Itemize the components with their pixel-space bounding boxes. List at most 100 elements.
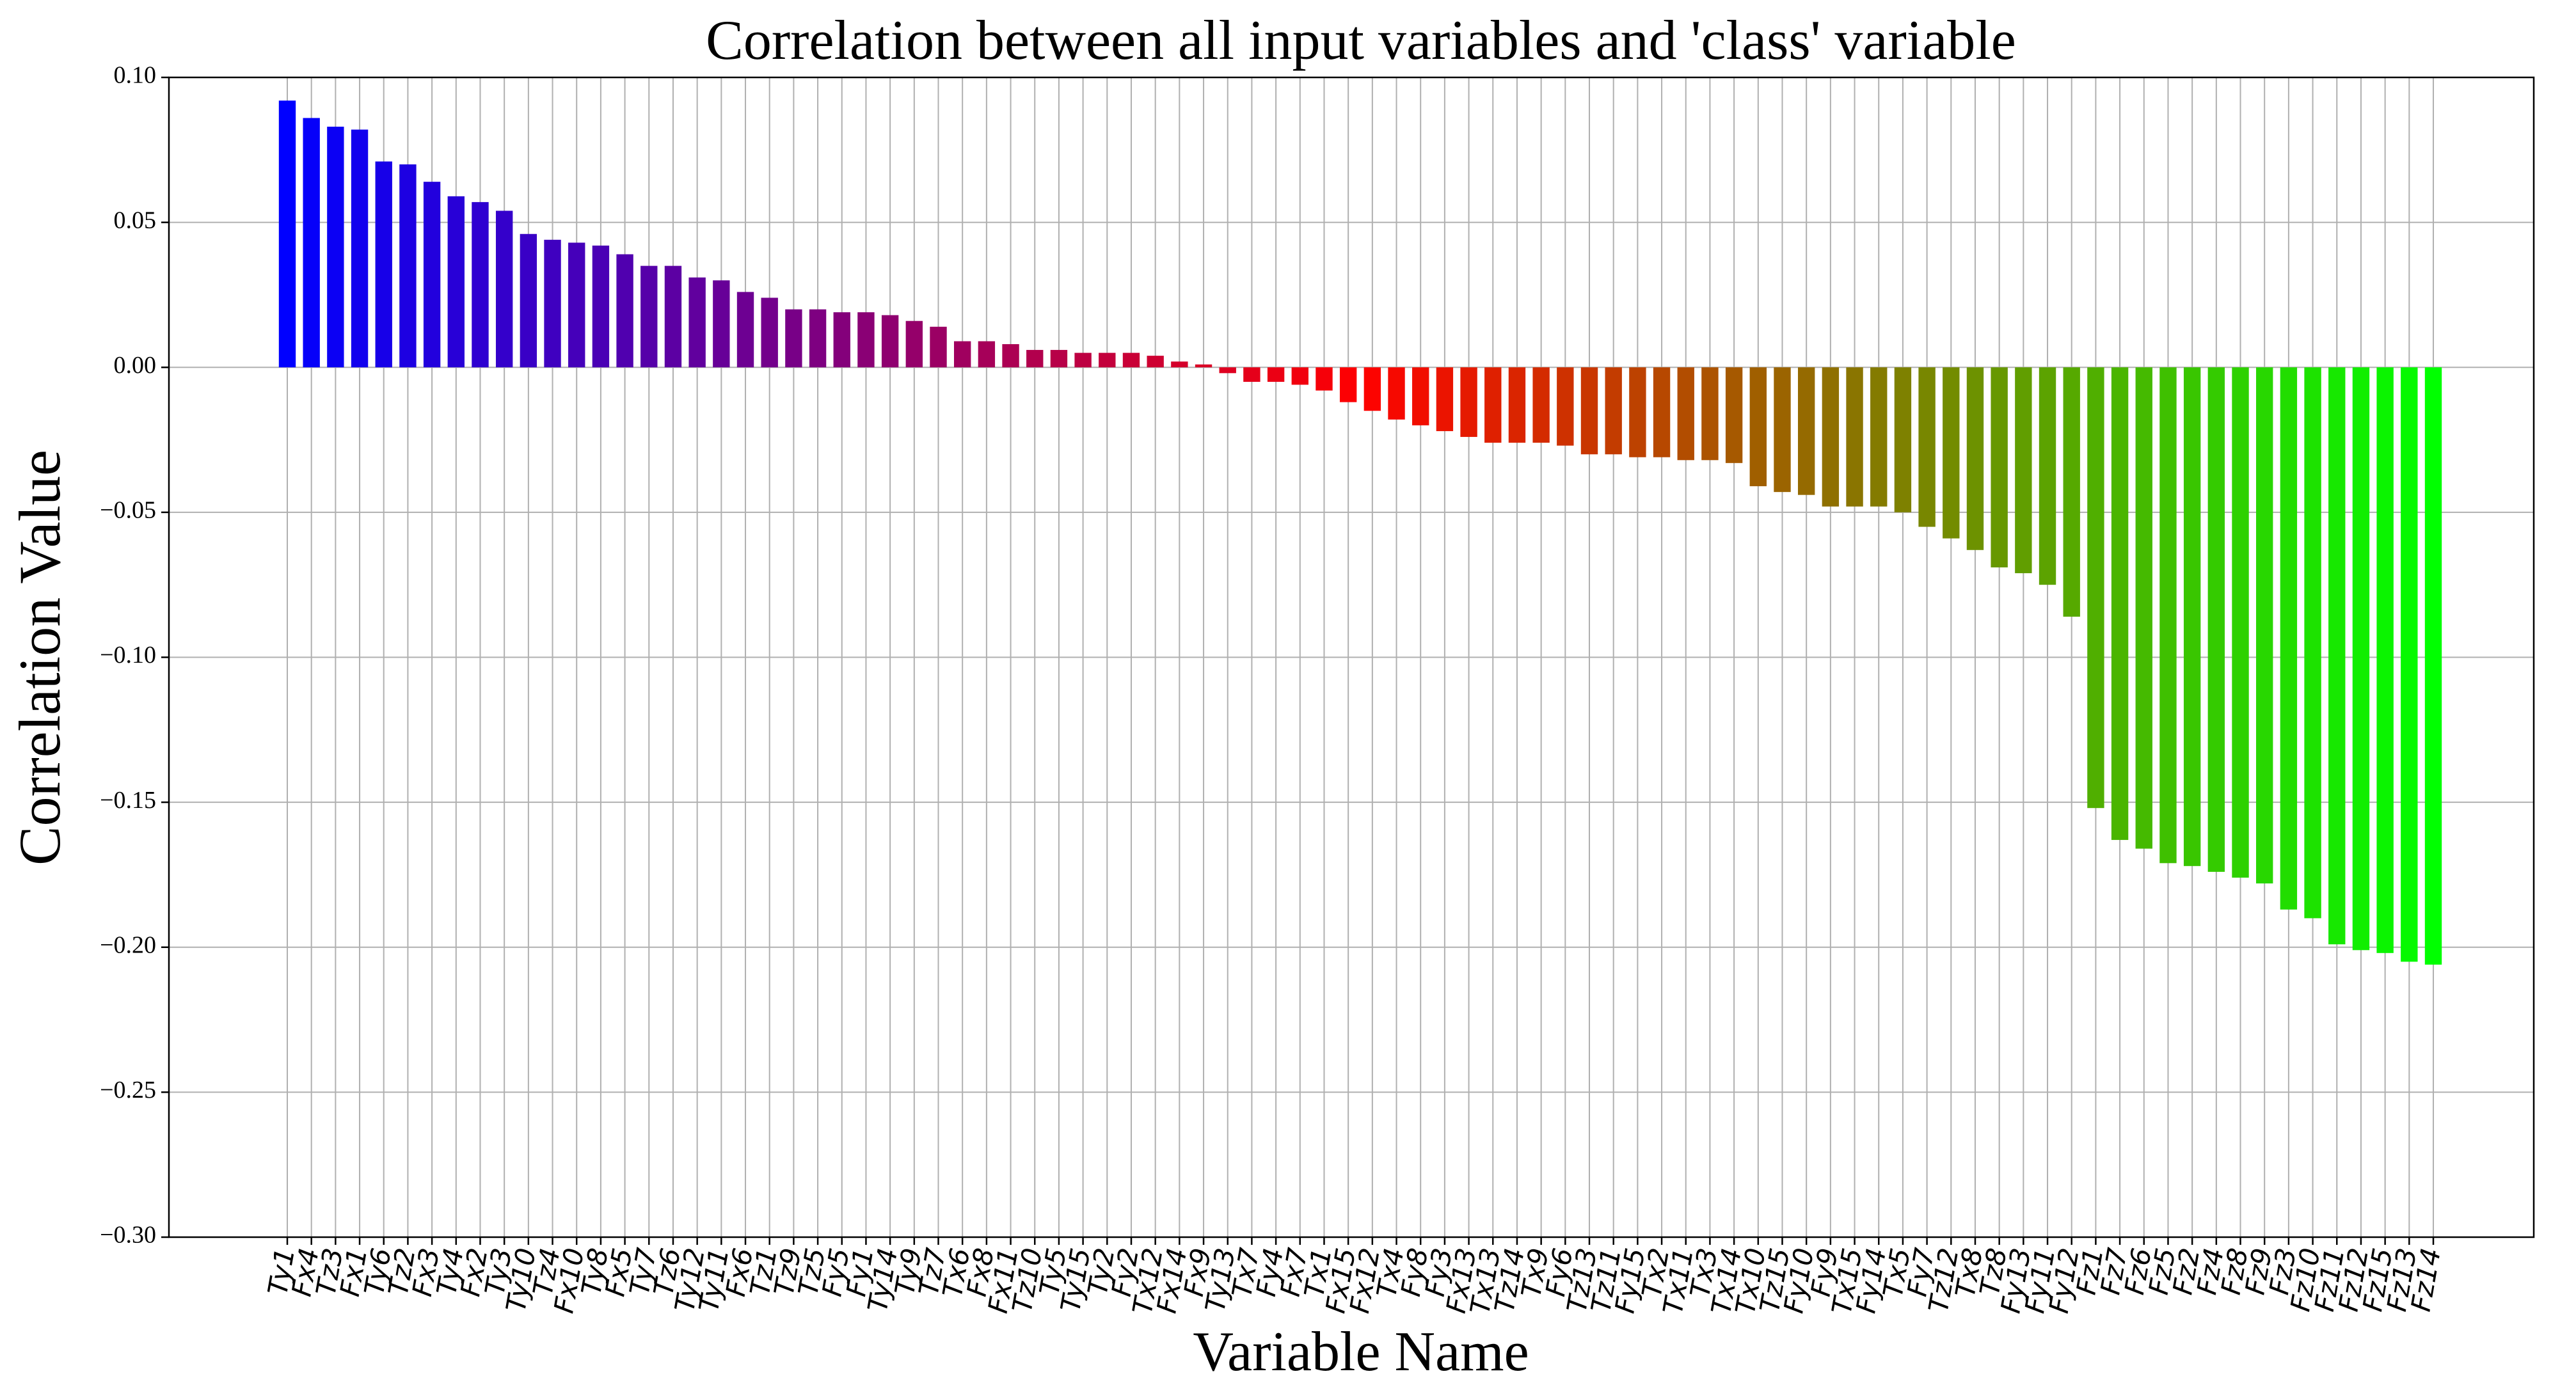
bar [1002, 344, 1019, 368]
bar [1243, 367, 1260, 382]
bar [1774, 367, 1791, 493]
bar [1701, 367, 1719, 461]
labels: 0.10 0.05 0.00 −0.05 −0.10 −0.15 −0.20 −0.25 −0.… [100, 62, 2447, 1316]
bar [1557, 367, 1574, 446]
y-tick-label: 0.05 [114, 207, 157, 233]
bar [520, 233, 537, 368]
bar [1339, 367, 1357, 402]
bar [2063, 367, 2080, 617]
bar [930, 326, 947, 368]
bar [1122, 352, 1140, 368]
bar [544, 239, 561, 368]
bar [736, 292, 754, 368]
bar [785, 309, 802, 368]
y-axis-label: Correlation Value [7, 450, 72, 865]
bar [1484, 367, 1502, 443]
bar [278, 100, 296, 368]
bar [1267, 367, 1285, 382]
bar [1605, 367, 1622, 455]
bar [954, 341, 971, 368]
bar [833, 312, 850, 368]
bar [2376, 367, 2394, 953]
bar [1436, 367, 1454, 431]
bar [1508, 367, 1526, 443]
bar [1677, 367, 1694, 461]
bar [592, 245, 610, 368]
bar [1147, 356, 1164, 368]
bar [857, 312, 875, 368]
bar [2232, 367, 2249, 878]
x-axis-label: Variable Name [1193, 1321, 1529, 1383]
y-tick-label: −0.15 [100, 787, 156, 814]
bar [2328, 367, 2346, 945]
bar [2183, 367, 2201, 866]
bar [472, 202, 489, 368]
bar [905, 320, 923, 368]
bar [2401, 367, 2418, 962]
bar [568, 242, 585, 368]
bar [1894, 367, 1912, 512]
bar [664, 265, 682, 368]
bar [1412, 367, 1429, 425]
bar [1797, 367, 1815, 495]
chart-title: Correlation between all input variables … [706, 10, 2016, 72]
bar [2159, 367, 2177, 864]
bar [2087, 367, 2104, 809]
bar [1943, 367, 1960, 539]
bar [1532, 367, 1550, 443]
bar [881, 315, 899, 368]
bar [2424, 367, 2442, 965]
bar [1099, 352, 1116, 368]
bar [447, 196, 465, 368]
bar [1195, 364, 1212, 368]
bar [2039, 367, 2056, 585]
bar [1918, 367, 1936, 527]
y-tick-label: −0.30 [100, 1222, 156, 1249]
bars [278, 100, 2442, 965]
bar [2280, 367, 2298, 910]
bar [1026, 350, 1044, 368]
bar [1725, 367, 1743, 463]
bar [495, 210, 513, 368]
bar [1629, 367, 1646, 457]
bar [1291, 367, 1308, 385]
bar [713, 280, 730, 368]
bar [2352, 367, 2370, 951]
y-tick-label: −0.10 [100, 642, 156, 668]
bar [1171, 361, 1188, 368]
bar [2135, 367, 2152, 849]
y-tick-label: −0.20 [100, 931, 156, 958]
bar [1316, 367, 1333, 391]
y-tick-label: −0.25 [100, 1077, 156, 1103]
y-tick-label: −0.05 [100, 497, 156, 524]
bar [1991, 367, 2008, 567]
bar [1966, 367, 1984, 550]
bar [761, 297, 778, 368]
bar [1050, 350, 1068, 368]
bar [1364, 367, 1381, 411]
y-tick-label: 0.10 [114, 62, 157, 89]
bar [2015, 367, 2032, 574]
bar [1388, 367, 1405, 420]
bar [423, 182, 441, 368]
bar [2207, 367, 2225, 872]
bar [1074, 352, 1092, 368]
bar [303, 118, 320, 368]
bar [978, 341, 996, 368]
bar [688, 277, 706, 368]
bar [2111, 367, 2129, 841]
bar [1749, 367, 1767, 487]
bar [1580, 367, 1598, 455]
bar [1219, 367, 1236, 374]
y-tick-label: 0.00 [114, 352, 157, 379]
bar [616, 254, 633, 368]
bar [1822, 367, 1840, 507]
bar [351, 129, 369, 368]
bar [399, 164, 417, 368]
bar [1846, 367, 1863, 507]
bar [327, 127, 344, 368]
bar [1870, 367, 1888, 507]
bar [809, 309, 827, 368]
